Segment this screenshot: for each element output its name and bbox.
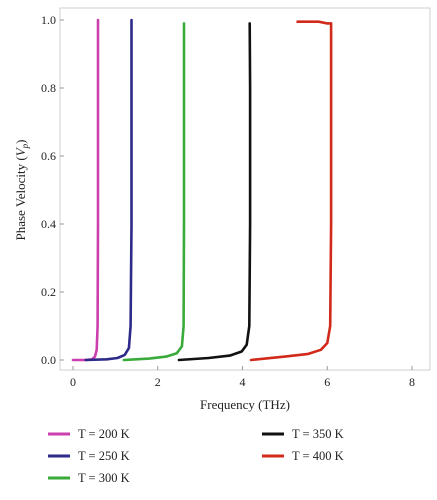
legend: T = 200 K T = 250 K T = 300 K T = 350 K T = … [48, 427, 344, 485]
y-axis-title-symbol: V [13, 146, 28, 156]
y-axis-title: Phase Velocity (Vp) [13, 139, 30, 240]
series-line [177, 22, 252, 362]
y-axis-title-subscript: p [20, 143, 30, 149]
y-axis: 0.0 0.2 0.4 0.6 0.8 1.0 [41, 13, 64, 367]
y-axis-title-suffix: ) [13, 139, 28, 143]
x-tick-label: 4 [240, 375, 246, 389]
y-axis-title-prefix: Phase Velocity ( [13, 156, 28, 240]
y-tick-label: 0.6 [41, 149, 56, 163]
y-tick-label: 0.8 [41, 81, 56, 95]
y-tick-label: 0.2 [41, 285, 56, 299]
y-tick-label: 0.0 [41, 353, 56, 367]
y-tick-label: 1.0 [41, 13, 56, 27]
x-tick-label: 8 [409, 375, 415, 389]
series-layer [71, 18, 333, 362]
series-line [122, 22, 186, 362]
x-axis: 0 2 4 6 8 [70, 366, 415, 389]
series-line [84, 18, 133, 362]
y-tick-label: 0.4 [41, 217, 56, 231]
legend-label: T = 400 K [292, 449, 344, 463]
legend-label: T = 300 K [78, 471, 130, 485]
x-tick-label: 2 [155, 375, 161, 389]
x-axis-title: Frequency (THz) [200, 397, 290, 412]
legend-label: T = 250 K [78, 449, 130, 463]
legend-label: T = 200 K [78, 427, 130, 441]
series-line [249, 22, 333, 362]
series-line [296, 20, 333, 25]
x-tick-label: 0 [70, 375, 76, 389]
legend-label: T = 350 K [292, 427, 344, 441]
x-tick-label: 6 [324, 375, 330, 389]
plot-frame [59, 7, 431, 371]
